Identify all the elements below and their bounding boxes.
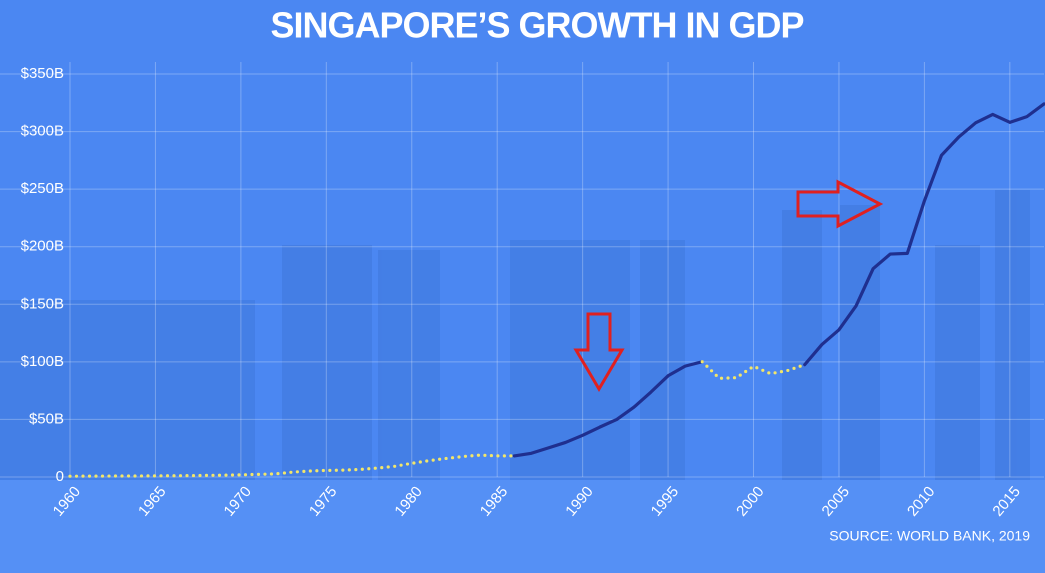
y-tick-label: $200B [21,238,64,255]
arrow-down [573,312,625,392]
y-tick-label: $350B [21,65,64,82]
arrow-right [796,179,884,229]
line-segment [68,453,516,478]
y-tick-label: $100B [21,353,64,370]
y-tick-label: $50B [29,410,64,427]
annotation-arrows [573,179,884,392]
floor [0,480,1045,573]
y-tick-label: 0 [56,468,64,485]
y-tick-label: $300B [21,123,64,140]
y-tick-label: $150B [21,295,64,312]
source: SOURCE: WORLD BANK, 2019 [829,528,1030,544]
y-tick-label: $250B [21,180,64,197]
line-segment [512,360,704,458]
line-segment [700,360,807,380]
chart-title: SINGAPORE’S GROWTH IN GDP [270,5,803,46]
line-segment [803,102,1045,367]
